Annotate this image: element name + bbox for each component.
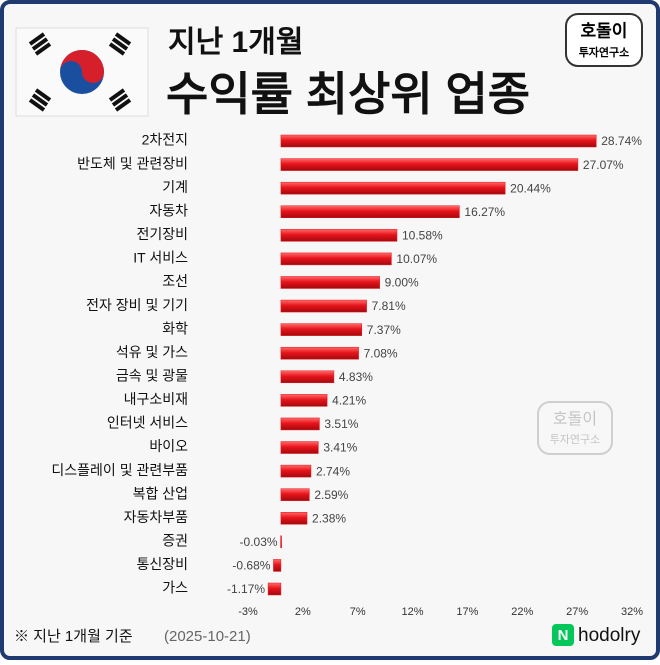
flag	[15, 27, 149, 117]
value-label: 16.27%	[464, 205, 505, 219]
x-tick-label: 22%	[511, 606, 533, 618]
value-label: 7.08%	[364, 346, 398, 360]
value-label: 10.07%	[396, 252, 437, 266]
category-label: 복합 산업	[133, 485, 188, 501]
bar	[280, 346, 359, 360]
bar	[280, 441, 319, 454]
category-label: 자동차부품	[124, 509, 189, 525]
category-label: 금속 및 광물	[116, 367, 188, 383]
x-tick-label: 12%	[402, 606, 424, 618]
category-label: 증권	[162, 533, 188, 549]
chart-title: 지난 1개월	[168, 26, 303, 59]
value-label: 4.83%	[339, 370, 373, 384]
value-label: 2.59%	[314, 488, 348, 502]
category-label: 전기장비	[136, 226, 188, 242]
bar	[280, 134, 597, 148]
bar	[280, 370, 335, 384]
value-label: 28.74%	[601, 134, 642, 148]
category-label: 석유 및 가스	[116, 344, 188, 360]
value-label: 2.74%	[316, 464, 350, 478]
brand-icon	[552, 624, 574, 646]
bar	[280, 229, 398, 242]
bar	[280, 252, 392, 266]
bar	[280, 535, 282, 549]
value-label: 4.21%	[332, 394, 366, 408]
x-tick-label: 27%	[566, 606, 588, 618]
category-label: 내구소비재	[124, 391, 188, 407]
watermark-subtitle: 투자연구소	[550, 433, 601, 446]
chart-subtitle: 수익률 최상위 업종	[166, 68, 530, 120]
value-label: 10.58%	[402, 228, 443, 242]
category-label: 전자 장비 및 기기	[86, 297, 188, 313]
x-tick-label: 32%	[621, 606, 643, 618]
bar	[280, 158, 579, 171]
value-label: 27.07%	[583, 158, 624, 172]
value-label: 20.44%	[510, 181, 551, 195]
bar	[267, 582, 282, 596]
logo-title: 호돌이	[581, 21, 628, 40]
brand-mark: N	[558, 627, 569, 644]
bar	[273, 559, 282, 572]
footer-note: ※ 지난 1개월 기준	[14, 628, 133, 645]
value-label: 7.37%	[367, 323, 401, 337]
x-tick-label: 7%	[350, 606, 366, 618]
bar	[280, 512, 308, 525]
category-label: 통신장비	[136, 556, 188, 572]
category-label: 바이오	[149, 438, 188, 454]
bar	[280, 464, 312, 478]
category-label: 인터넷 서비스	[107, 415, 188, 431]
category-label: 조선	[162, 273, 188, 289]
watermark-title: 호돌이	[553, 410, 597, 428]
value-label: 7.81%	[372, 299, 406, 313]
category-label: 디스플레이 및 관련부품	[51, 462, 188, 478]
x-tick-label: 2%	[295, 606, 311, 618]
logo-subtitle: 투자연구소	[579, 45, 630, 59]
category-label: 화학	[162, 320, 188, 336]
bar	[280, 394, 328, 407]
bar	[280, 205, 460, 218]
x-tick-label: 17%	[456, 606, 478, 618]
category-label: 자동차	[149, 202, 188, 218]
x-tick-label: -3%	[238, 606, 258, 618]
value-label: -1.17%	[227, 582, 265, 596]
bar	[280, 488, 310, 501]
value-label: 3.51%	[324, 417, 358, 431]
value-label: -0.03%	[240, 535, 278, 549]
brand-name: hodolry	[578, 625, 641, 646]
bar	[280, 299, 367, 313]
bar	[280, 323, 363, 336]
watermark: 호돌이 투자연구소	[537, 401, 613, 455]
bar	[280, 181, 506, 195]
category-label: 기계	[162, 179, 188, 195]
value-label: 3.41%	[323, 441, 357, 455]
bar	[280, 417, 320, 431]
logo-box	[565, 13, 643, 67]
category-label: IT 서비스	[133, 250, 188, 266]
value-label: -0.68%	[232, 559, 270, 573]
value-label: 9.00%	[385, 276, 419, 290]
value-label: 2.38%	[312, 511, 346, 525]
category-label: 2차전지	[142, 132, 188, 148]
category-label: 반도체 및 관련장비	[77, 155, 188, 171]
footer-date: (2025-10-21)	[164, 628, 251, 645]
category-label: 가스	[162, 580, 188, 596]
bar	[280, 276, 380, 289]
